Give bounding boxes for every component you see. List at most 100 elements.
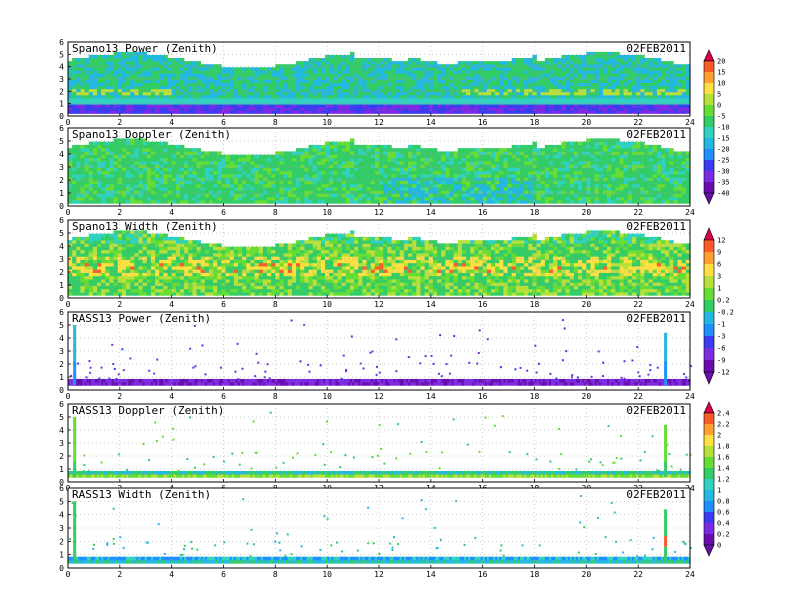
y-tick-label: 1	[59, 100, 64, 109]
data-cell	[358, 107, 362, 110]
data-cell	[470, 200, 474, 204]
data-cell	[483, 200, 487, 204]
data-cell	[479, 80, 483, 83]
data-cell	[607, 104, 611, 107]
data-cell	[151, 104, 155, 107]
data-cell	[524, 197, 528, 201]
data-cell	[255, 200, 259, 204]
data-cell	[68, 61, 72, 64]
data-cell	[590, 104, 594, 107]
data-cell	[292, 77, 296, 80]
data-cell	[595, 190, 599, 194]
data-cell	[288, 98, 292, 101]
data-cell	[541, 177, 545, 181]
data-cell	[449, 194, 453, 198]
data-cell	[449, 171, 453, 175]
data-cell	[396, 77, 400, 80]
data-cell	[159, 164, 163, 168]
data-cell	[226, 174, 230, 178]
data-cell	[263, 80, 267, 83]
data-cell	[201, 200, 205, 204]
data-cell	[209, 197, 213, 201]
data-cell	[80, 61, 84, 64]
data-cell	[122, 164, 126, 168]
data-cell	[412, 194, 416, 198]
data-cell	[296, 67, 300, 70]
data-cell	[441, 67, 445, 70]
data-cell	[80, 181, 84, 185]
data-cell	[205, 107, 209, 110]
data-cell	[300, 148, 304, 152]
data-cell	[545, 181, 549, 185]
data-cell	[155, 89, 159, 92]
data-cell	[250, 80, 254, 83]
data-cell	[487, 67, 491, 70]
data-cell	[586, 55, 590, 58]
data-cell	[230, 95, 234, 98]
data-cell	[159, 177, 163, 181]
data-cell	[176, 110, 180, 113]
data-cell	[271, 168, 275, 172]
data-cell	[105, 104, 109, 107]
data-cell	[72, 70, 76, 73]
data-cell	[209, 200, 213, 204]
data-cell	[342, 155, 346, 159]
data-cell	[682, 95, 686, 98]
data-cell	[209, 107, 213, 110]
data-cell	[383, 101, 387, 104]
data-cell	[425, 200, 429, 204]
data-cell	[445, 171, 449, 175]
data-cell	[503, 70, 507, 73]
data-cell	[520, 67, 524, 70]
data-cell	[541, 197, 545, 201]
data-cell	[259, 110, 263, 113]
data-cell	[379, 95, 383, 98]
data-cell	[362, 161, 366, 165]
data-cell	[159, 194, 163, 198]
data-cell	[474, 83, 478, 86]
data-cell	[168, 86, 172, 89]
data-cell	[458, 64, 462, 67]
data-cell	[516, 151, 520, 155]
data-cell	[317, 197, 321, 201]
data-cell	[151, 107, 155, 110]
data-cell	[491, 174, 495, 178]
data-cell	[184, 104, 188, 107]
data-cell	[172, 164, 176, 168]
data-cell	[217, 155, 221, 159]
data-cell	[134, 80, 138, 83]
data-cell	[197, 184, 201, 188]
data-cell	[566, 89, 570, 92]
data-cell	[379, 110, 383, 113]
data-cell	[118, 174, 122, 178]
data-cell	[114, 151, 118, 155]
data-cell	[275, 73, 279, 76]
data-cell	[487, 184, 491, 188]
data-cell	[487, 64, 491, 67]
data-cell	[89, 104, 93, 107]
data-cell	[433, 148, 437, 152]
data-cell	[499, 92, 503, 95]
data-cell	[288, 194, 292, 198]
data-cell	[561, 142, 565, 146]
data-cell	[603, 107, 607, 110]
data-cell	[491, 89, 495, 92]
data-cell	[479, 194, 483, 198]
data-cell	[85, 181, 89, 185]
data-cell	[578, 64, 582, 67]
data-cell	[644, 98, 648, 101]
data-cell	[321, 177, 325, 181]
data-cell	[259, 184, 263, 188]
data-cell	[109, 98, 113, 101]
data-cell	[159, 142, 163, 146]
data-cell	[503, 77, 507, 80]
data-cell	[80, 70, 84, 73]
data-cell	[458, 155, 462, 159]
data-cell	[449, 86, 453, 89]
data-cell	[433, 104, 437, 107]
data-cell	[520, 174, 524, 178]
data-cell	[85, 92, 89, 95]
data-cell	[155, 95, 159, 98]
data-cell	[466, 164, 470, 168]
data-cell	[682, 107, 686, 110]
